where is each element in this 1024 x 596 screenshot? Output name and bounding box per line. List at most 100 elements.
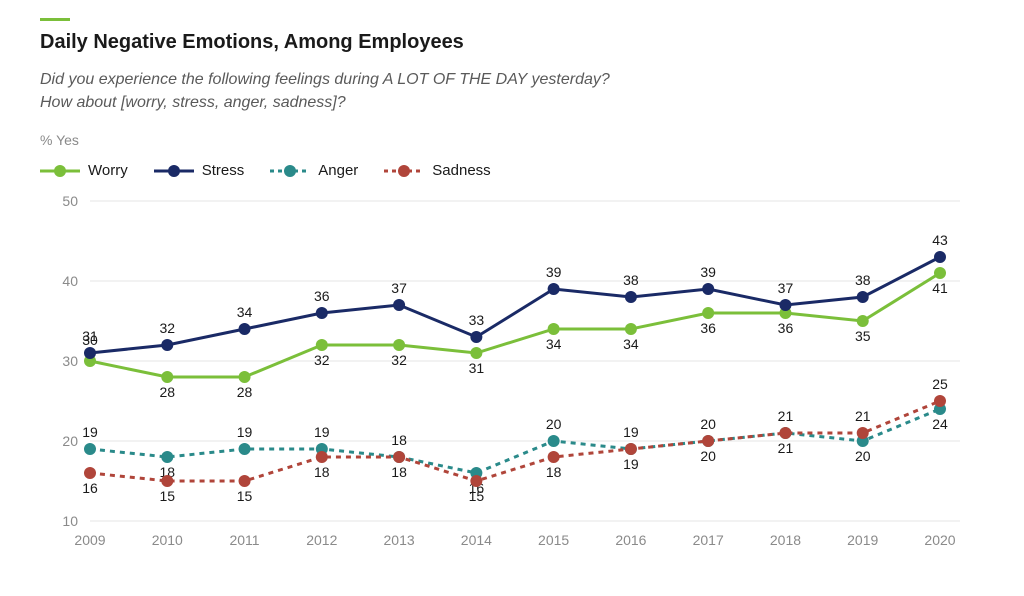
legend-item-anger: Anger xyxy=(270,162,358,179)
legend-swatch xyxy=(384,164,424,178)
series-marker xyxy=(470,347,482,359)
y-tick-label: 30 xyxy=(62,353,78,369)
data-label: 15 xyxy=(159,488,175,504)
legend-label: Sadness xyxy=(432,162,490,179)
data-label: 18 xyxy=(391,432,407,448)
series-marker xyxy=(548,323,560,335)
x-tick-label: 2013 xyxy=(384,532,415,548)
series-marker xyxy=(84,347,96,359)
legend-item-stress: Stress xyxy=(154,162,245,179)
data-label: 32 xyxy=(314,352,330,368)
x-tick-label: 2018 xyxy=(770,532,801,548)
data-label: 33 xyxy=(469,312,485,328)
series-marker xyxy=(857,291,869,303)
chart-title: Daily Negative Emotions, Among Employees xyxy=(40,31,984,54)
series-marker xyxy=(84,443,96,455)
x-tick-label: 2012 xyxy=(306,532,337,548)
data-label: 19 xyxy=(623,456,639,472)
data-label: 24 xyxy=(932,416,948,432)
legend-item-sadness: Sadness xyxy=(384,162,490,179)
data-label: 25 xyxy=(932,376,948,392)
series-marker xyxy=(779,299,791,311)
data-label: 35 xyxy=(855,328,871,344)
data-label: 39 xyxy=(546,264,562,280)
series-marker xyxy=(239,475,251,487)
data-label: 37 xyxy=(778,280,794,296)
series-marker xyxy=(934,395,946,407)
y-tick-label: 50 xyxy=(62,193,78,209)
legend-label: Anger xyxy=(318,162,358,179)
series-marker xyxy=(393,299,405,311)
x-tick-label: 2020 xyxy=(924,532,955,548)
data-label: 32 xyxy=(159,320,175,336)
series-line-stress xyxy=(90,257,940,353)
series-marker xyxy=(239,443,251,455)
series-marker xyxy=(702,307,714,319)
data-label: 16 xyxy=(82,480,98,496)
data-label: 21 xyxy=(855,408,871,424)
chart-svg: 1020304050200920102011201220132014201520… xyxy=(40,191,980,551)
data-label: 36 xyxy=(314,288,330,304)
data-label: 21 xyxy=(778,408,794,424)
x-tick-label: 2017 xyxy=(693,532,724,548)
series-marker xyxy=(239,371,251,383)
data-label: 38 xyxy=(855,272,871,288)
series-marker xyxy=(548,283,560,295)
data-label: 36 xyxy=(700,320,716,336)
legend-swatch xyxy=(154,164,194,178)
chart-subtitle: Did you experience the following feeling… xyxy=(40,68,984,114)
series-marker xyxy=(470,331,482,343)
series-marker xyxy=(625,443,637,455)
legend: Worry Stress Anger Sadness xyxy=(40,162,984,179)
series-marker xyxy=(470,475,482,487)
data-label: 19 xyxy=(237,424,253,440)
data-label: 18 xyxy=(546,464,562,480)
data-label: 32 xyxy=(391,352,407,368)
data-label: 28 xyxy=(159,384,175,400)
legend-swatch xyxy=(270,164,310,178)
x-tick-label: 2011 xyxy=(229,532,259,548)
series-marker xyxy=(316,339,328,351)
series-marker xyxy=(857,315,869,327)
series-marker xyxy=(161,339,173,351)
x-tick-label: 2014 xyxy=(461,532,492,548)
data-label: 34 xyxy=(546,336,562,352)
series-marker xyxy=(625,323,637,335)
data-label: 34 xyxy=(623,336,639,352)
data-label: 39 xyxy=(700,264,716,280)
series-marker xyxy=(393,451,405,463)
y-axis-unit-label: % Yes xyxy=(40,132,984,148)
series-marker xyxy=(393,339,405,351)
series-marker xyxy=(161,475,173,487)
x-tick-label: 2016 xyxy=(615,532,646,548)
series-marker xyxy=(702,283,714,295)
data-label: 20 xyxy=(700,448,716,464)
data-label: 37 xyxy=(391,280,407,296)
series-marker xyxy=(702,435,714,447)
series-marker xyxy=(548,451,560,463)
data-label: 19 xyxy=(314,424,330,440)
x-tick-label: 2015 xyxy=(538,532,569,548)
data-label: 34 xyxy=(237,304,253,320)
series-marker xyxy=(934,251,946,263)
data-label: 21 xyxy=(778,440,794,456)
series-marker xyxy=(625,291,637,303)
y-tick-label: 10 xyxy=(62,513,78,529)
data-label: 31 xyxy=(82,328,98,344)
subtitle-line-2: How about [worry, stress, anger, sadness… xyxy=(40,94,346,111)
data-label: 15 xyxy=(237,488,253,504)
series-marker xyxy=(161,451,173,463)
y-tick-label: 40 xyxy=(62,273,78,289)
series-marker xyxy=(84,467,96,479)
series-marker xyxy=(316,307,328,319)
series-marker xyxy=(239,323,251,335)
legend-label: Stress xyxy=(202,162,245,179)
data-label: 19 xyxy=(623,424,639,440)
series-marker xyxy=(316,451,328,463)
legend-item-worry: Worry xyxy=(40,162,128,179)
data-label: 43 xyxy=(932,232,948,248)
legend-label: Worry xyxy=(88,162,128,179)
data-label: 28 xyxy=(237,384,253,400)
data-label: 18 xyxy=(391,464,407,480)
series-marker xyxy=(161,371,173,383)
